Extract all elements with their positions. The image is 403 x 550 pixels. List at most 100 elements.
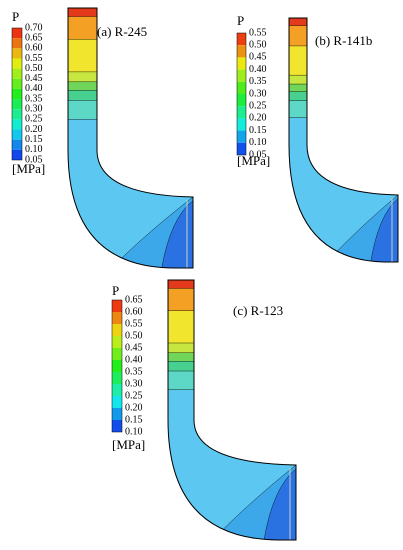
colorbar-band [237,33,246,46]
colorbar-band [112,300,122,312]
contour-band [68,8,100,18]
contour-band [68,90,100,102]
colorbar-tick-label: 0.65 [125,294,143,305]
colorbar-band [112,312,122,324]
colorbar-tick-label: 0.40 [249,64,267,75]
colorbar-tick-label: 0.45 [249,52,267,63]
colorbar-band [12,119,22,130]
colorbar-band [237,45,246,58]
colorbar-band [12,48,22,59]
colorbar-tick-label: 0.45 [125,342,143,353]
panel-label: (a) R-245 [97,24,147,39]
colorbar-tick-label: 0.35 [125,366,143,377]
colorbar-band [12,28,22,39]
colorbar-tick-label: 0.45 [25,73,43,84]
colorbar-tick-label: 0.10 [125,426,143,437]
colorbar-tick-label: 0.20 [25,124,43,135]
colorbar-symbol: P [237,13,244,28]
colorbar-band [237,130,246,143]
colorbar-band [112,372,122,384]
contour-outline [288,17,399,263]
colorbar-tick-label: 0.20 [125,402,143,413]
colorbar-band [12,78,22,89]
colorbar-tick-label: 0.50 [25,63,43,74]
colorbar-band [112,420,122,432]
colorbar-tick-label: 0.55 [249,27,267,38]
colorbar-tick-label: 0.55 [25,53,43,64]
contour-band [289,91,310,102]
contour-band [289,100,310,118]
colorbar-frame [11,27,23,161]
colorbar-band [112,384,122,396]
contour-band [289,18,310,27]
colorbar-band [112,348,122,360]
contour-band [168,280,197,290]
contour-band [289,74,310,85]
colorbar-frame [111,299,123,433]
contour-band [168,288,197,312]
colorbar-tick-label: 0.60 [125,306,143,317]
colorbar-tick-label: 0.05 [25,154,43,165]
colorbar-tick-label: 0.30 [125,378,143,389]
colorbar-band [237,142,246,155]
contour-band [68,81,100,92]
contour-band [289,83,310,93]
colorbar-tick-label: 0.60 [25,43,43,54]
contour-band [68,71,100,83]
colorbar-band [112,324,122,336]
colorbar-tick-label: 0.20 [249,113,267,124]
colorbar-band [12,139,22,150]
contour-band [68,39,100,73]
colorbar-band [12,99,22,110]
colorbar-band [237,81,246,94]
colorbar-tick-label: 0.25 [249,100,267,111]
colorbar-band [237,118,246,131]
colorbar-tick-label: 0.40 [125,354,143,365]
colorbar-band [112,360,122,372]
contour-band [168,370,197,390]
colorbar-tick-label: 0.40 [25,83,43,94]
colorbar-tick-label: 0.15 [249,125,267,136]
colorbar-tick-label: 0.35 [25,93,43,104]
colorbar-band [112,336,122,348]
colorbar-band [112,408,122,420]
colorbar-tick-label: 0.30 [249,88,267,99]
contour-band [168,361,197,372]
colorbar-symbol: P [12,9,19,24]
colorbar-tick-label: 0.25 [25,114,43,125]
colorbar-band [12,58,22,69]
contour-band [168,310,197,344]
contour-band [289,45,310,76]
colorbar-band [12,68,22,79]
colorbar-band [12,129,22,140]
colorbar-unit: [MPa] [237,153,270,168]
colorbar-band [237,94,246,107]
colorbar-tick-label: 0.25 [125,390,143,401]
colorbar-symbol: P [112,283,119,298]
panel-label: (b) R-141b [315,33,372,48]
colorbar-band [12,88,22,100]
colorbar-band [12,109,22,120]
colorbar-band [237,69,246,82]
colorbar-tick-label: 0.50 [249,39,267,50]
colorbar-tick-label: 0.35 [249,76,267,87]
contour-band [68,16,100,40]
colorbar-tick-label: 0.30 [25,104,43,115]
contour-outline [167,279,297,541]
colorbar-tick-label: 0.15 [25,134,43,145]
colorbar-band [112,396,122,408]
colorbar-band [12,149,22,160]
colorbar-tick-label: 0.15 [125,414,143,425]
contour-band [168,352,197,362]
colorbar-tick-label: 0.05 [249,149,267,160]
contour-outline [67,7,194,269]
colorbar-unit: [MPa] [112,437,145,452]
colorbar-tick-label: 0.65 [25,32,43,43]
contour-band [168,342,197,354]
colorbar-band [237,57,246,70]
colorbar-unit: [MPa] [12,161,45,176]
